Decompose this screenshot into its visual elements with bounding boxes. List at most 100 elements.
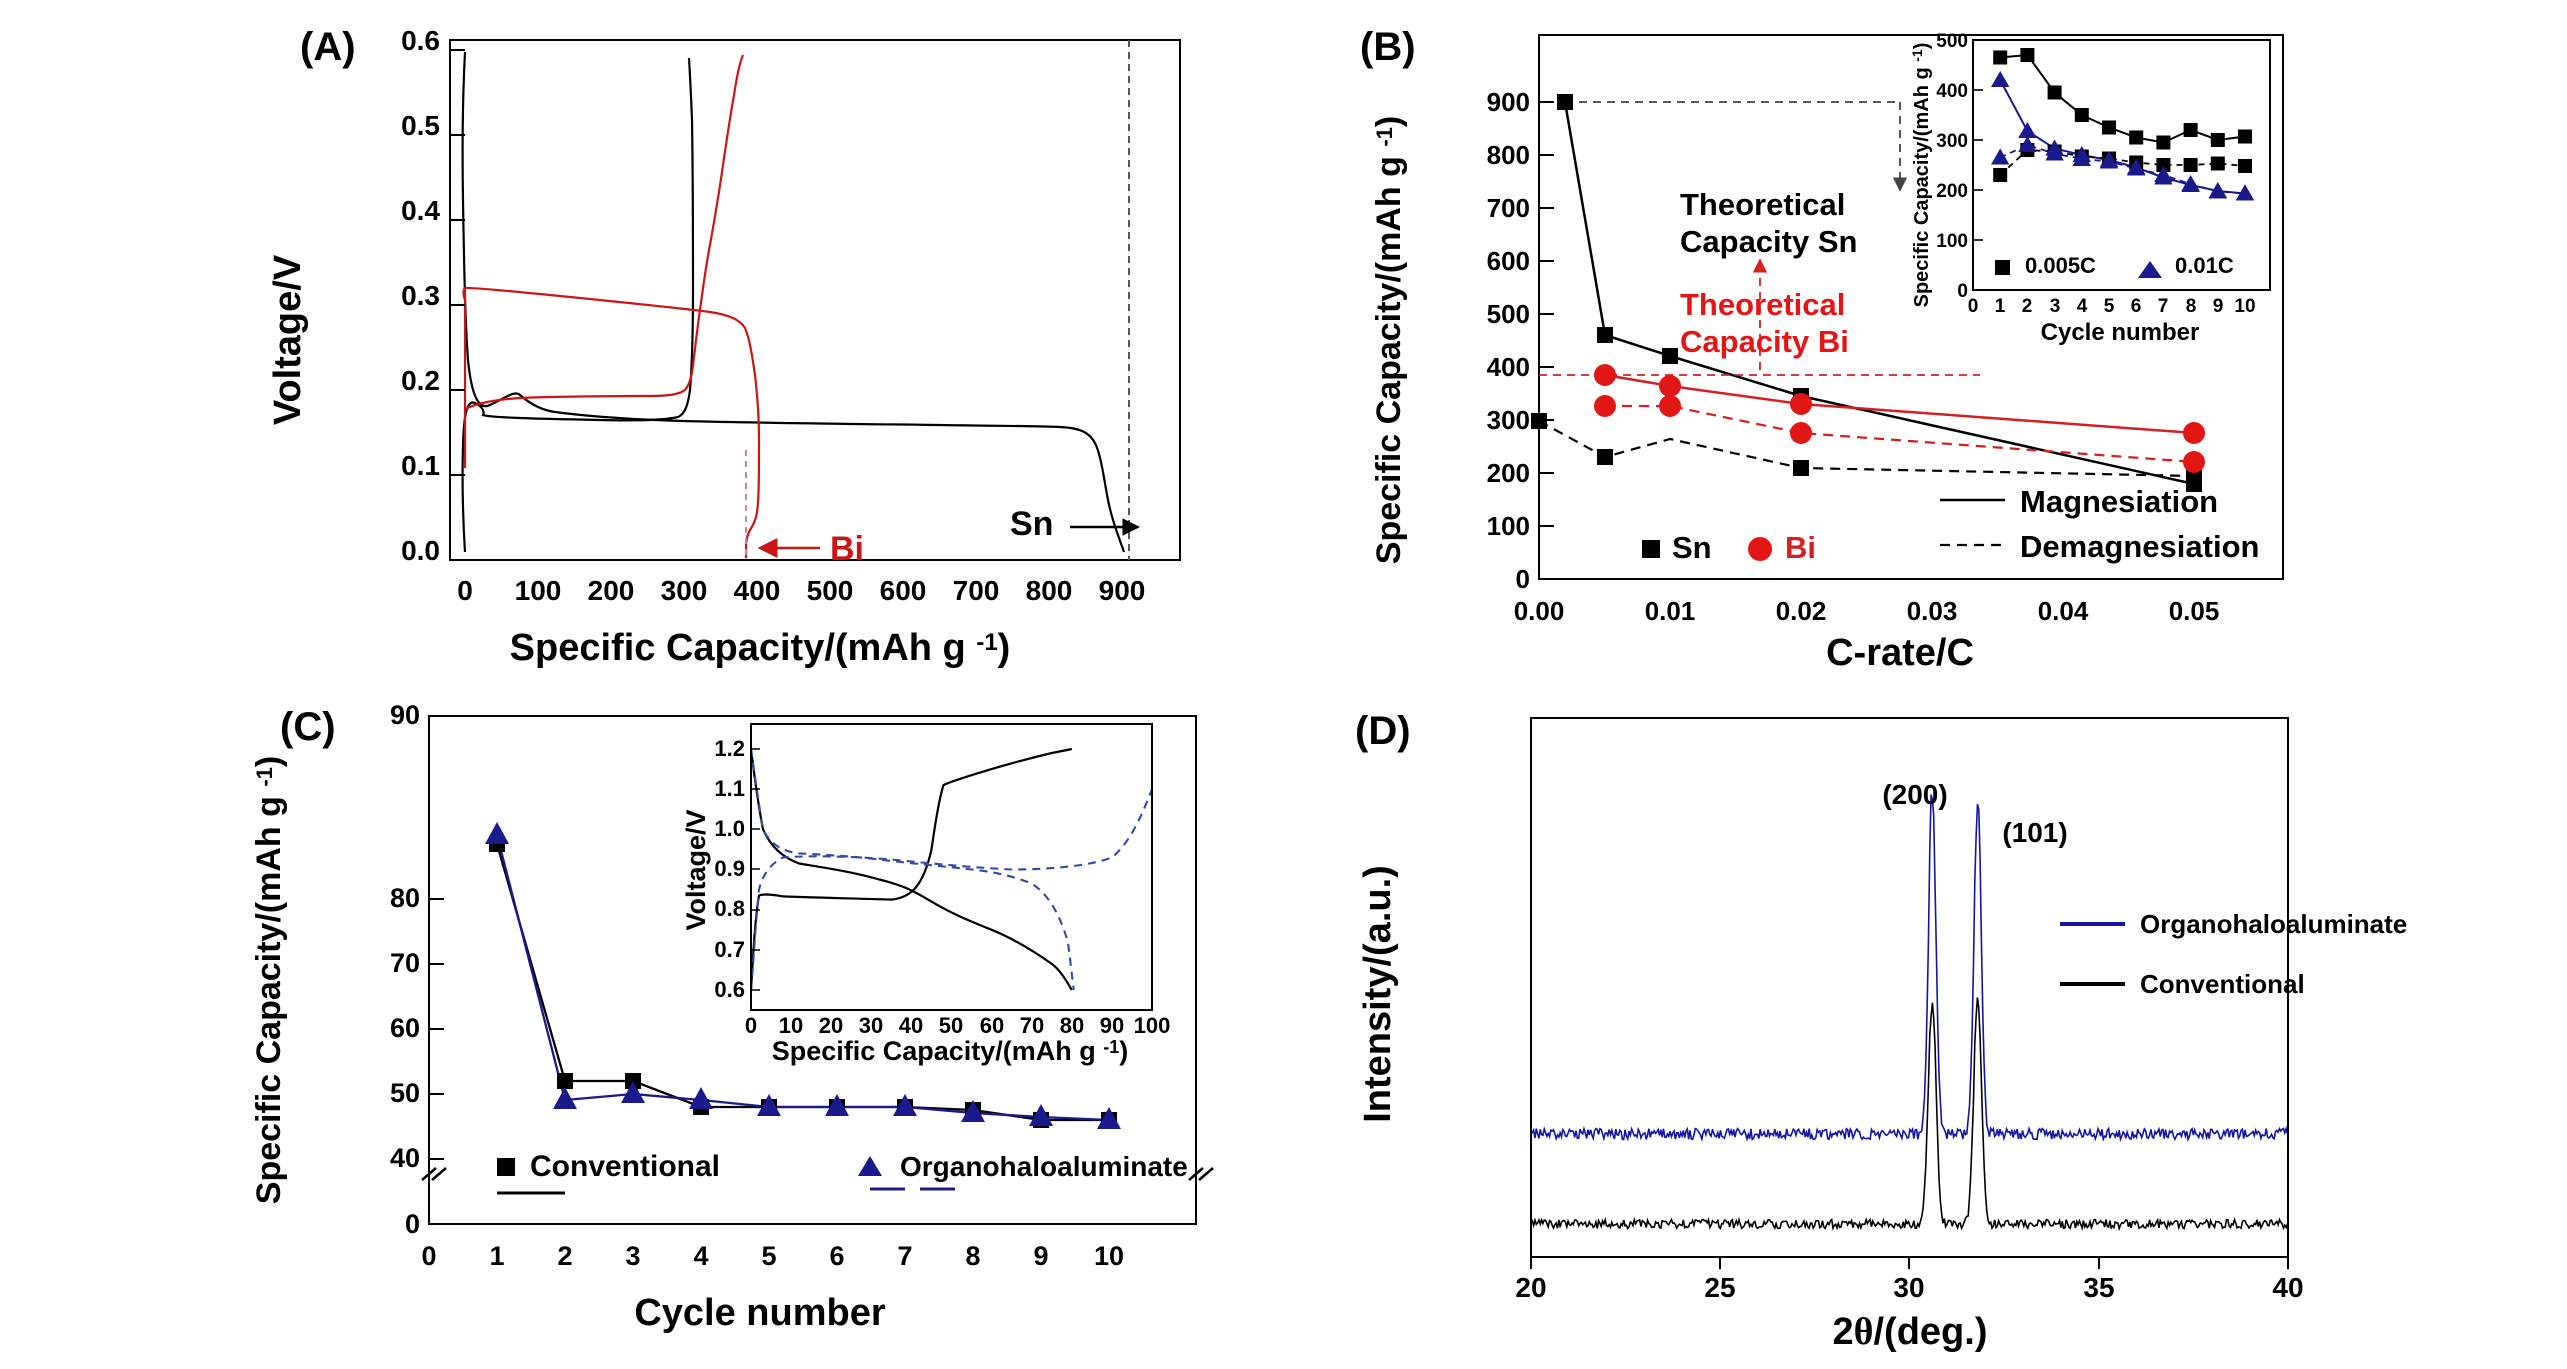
svg-text:800: 800	[1487, 140, 1530, 170]
svg-text:Specific Capacity/(mAh g -1): Specific Capacity/(mAh g -1)	[1370, 116, 1408, 564]
svg-text:Specific Capacity/(mAh g -1): Specific Capacity/(mAh g -1)	[1909, 43, 1933, 308]
svg-text:50: 50	[390, 1078, 420, 1108]
svg-text:30: 30	[859, 1013, 883, 1038]
svg-text:80: 80	[390, 883, 420, 913]
svg-text:0.01C: 0.01C	[2175, 253, 2234, 278]
svg-text:100: 100	[1936, 231, 1968, 252]
svg-text:0: 0	[1968, 296, 1979, 317]
svg-text:Specific Capacity/(mAh g -1): Specific Capacity/(mAh g -1)	[772, 1036, 1129, 1066]
svg-text:1.2: 1.2	[714, 736, 745, 761]
svg-text:Voltage/V: Voltage/V	[267, 254, 309, 425]
svg-text:100: 100	[1134, 1013, 1171, 1038]
svg-text:Sn: Sn	[1010, 505, 1053, 543]
svg-text:0.03: 0.03	[1907, 596, 1958, 626]
svg-text:4: 4	[2077, 296, 2088, 317]
svg-text:0.6: 0.6	[714, 977, 745, 1002]
svg-text:0.8: 0.8	[714, 896, 745, 921]
svg-text:1.0: 1.0	[714, 816, 745, 841]
svg-text:40: 40	[390, 1143, 420, 1173]
svg-text:9: 9	[1033, 1241, 1048, 1271]
svg-text:6: 6	[2131, 296, 2142, 317]
svg-text:(200): (200)	[1882, 779, 1947, 810]
svg-text:5: 5	[761, 1241, 776, 1271]
svg-text:600: 600	[1487, 246, 1530, 276]
svg-text:50: 50	[939, 1013, 963, 1038]
svg-text:0.04: 0.04	[2038, 596, 2089, 626]
svg-text:60: 60	[390, 1013, 420, 1043]
svg-text:10: 10	[1094, 1241, 1124, 1271]
svg-text:0.5: 0.5	[401, 110, 440, 141]
svg-text:25: 25	[1704, 1272, 1735, 1303]
svg-text:Organohaloaluminate: Organohaloaluminate	[900, 1151, 1188, 1182]
svg-text:0.02: 0.02	[1776, 596, 1827, 626]
svg-text:90: 90	[1100, 1013, 1124, 1038]
svg-text:500: 500	[1936, 31, 1968, 52]
svg-text:0: 0	[1516, 564, 1530, 594]
svg-text:2: 2	[557, 1241, 572, 1271]
svg-text:80: 80	[1060, 1013, 1084, 1038]
svg-text:35: 35	[2083, 1272, 2114, 1303]
svg-text:800: 800	[1026, 575, 1073, 606]
svg-text:500: 500	[1487, 299, 1530, 329]
svg-text:0.01: 0.01	[1645, 596, 1696, 626]
svg-text:7: 7	[2158, 296, 2169, 317]
svg-text:9: 9	[2213, 296, 2224, 317]
svg-text:0.005C: 0.005C	[2025, 253, 2096, 278]
svg-text:0: 0	[457, 575, 473, 606]
svg-text:0.00: 0.00	[1514, 596, 1565, 626]
svg-text:30: 30	[1893, 1272, 1924, 1303]
svg-text:Capacity Sn: Capacity Sn	[1680, 224, 1857, 259]
svg-text:1: 1	[489, 1241, 504, 1271]
svg-text:200: 200	[1936, 181, 1968, 202]
svg-text:0.3: 0.3	[401, 280, 440, 311]
svg-text:Voltage/V: Voltage/V	[681, 809, 711, 930]
svg-text:0.7: 0.7	[714, 937, 745, 962]
svg-text:20: 20	[819, 1013, 843, 1038]
svg-text:(C): (C)	[280, 705, 336, 749]
svg-text:Specific Capacity/(mAh g -1): Specific Capacity/(mAh g -1)	[510, 627, 1011, 669]
svg-text:3: 3	[2050, 296, 2061, 317]
svg-text:0.2: 0.2	[401, 365, 440, 396]
svg-text:Capacity Bi: Capacity Bi	[1680, 324, 1849, 359]
svg-text:(B): (B)	[1360, 25, 1416, 69]
svg-text:Conventional: Conventional	[2140, 969, 2305, 999]
svg-text:1.1: 1.1	[714, 776, 745, 801]
svg-text:1: 1	[1995, 296, 2006, 317]
svg-text:200: 200	[1487, 458, 1530, 488]
svg-text:Demagnesiation: Demagnesiation	[2020, 529, 2259, 564]
svg-text:Organohaloaluminate: Organohaloaluminate	[2140, 909, 2407, 939]
svg-text:400: 400	[734, 575, 781, 606]
svg-text:(D): (D)	[1355, 709, 1411, 753]
svg-text:60: 60	[980, 1013, 1004, 1038]
svg-text:100: 100	[1487, 511, 1530, 541]
svg-text:Theoretical: Theoretical	[1680, 187, 1845, 222]
svg-text:70: 70	[390, 948, 420, 978]
svg-text:8: 8	[2186, 296, 2197, 317]
svg-text:0.4: 0.4	[401, 195, 440, 226]
svg-text:20: 20	[1515, 1272, 1546, 1303]
svg-text:Conventional: Conventional	[530, 1150, 720, 1183]
svg-text:Cycle number: Cycle number	[634, 1292, 886, 1334]
svg-text:900: 900	[1099, 575, 1146, 606]
svg-text:Specific Capacity/(mAh g -1): Specific Capacity/(mAh g -1)	[250, 756, 288, 1204]
svg-text:40: 40	[2272, 1272, 2303, 1303]
svg-text:0: 0	[745, 1013, 757, 1038]
svg-text:10: 10	[779, 1013, 803, 1038]
svg-text:100: 100	[515, 575, 562, 606]
svg-text:0: 0	[1957, 281, 1968, 302]
svg-text:0.1: 0.1	[401, 450, 440, 481]
svg-text:(101): (101)	[2002, 817, 2067, 848]
svg-text:0.9: 0.9	[714, 856, 745, 881]
svg-text:300: 300	[661, 575, 708, 606]
svg-text:7: 7	[897, 1241, 912, 1271]
svg-text:300: 300	[1936, 131, 1968, 152]
svg-text:6: 6	[829, 1241, 844, 1271]
svg-text:3: 3	[625, 1241, 640, 1271]
svg-text:Theoretical: Theoretical	[1680, 287, 1845, 322]
svg-text:200: 200	[588, 575, 635, 606]
svg-text:2θ/(deg.): 2θ/(deg.)	[1833, 1311, 1988, 1353]
svg-text:700: 700	[1487, 193, 1530, 223]
svg-text:10: 10	[2234, 296, 2255, 317]
svg-text:Bi: Bi	[1785, 530, 1816, 565]
svg-text:0.0: 0.0	[401, 535, 440, 566]
